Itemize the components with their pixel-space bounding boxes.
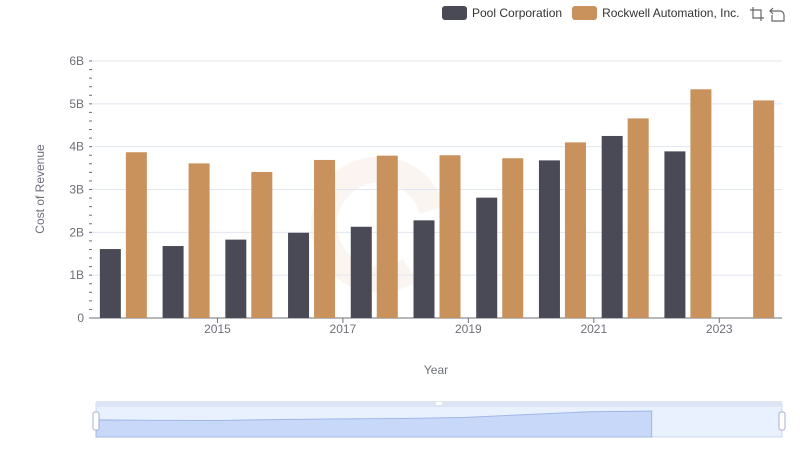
zoom-preview-area <box>95 410 653 438</box>
bar-pool-corporation-2016 <box>225 239 247 318</box>
y-tick-label: 6B <box>69 54 84 68</box>
legend: Pool Corporation Rockwell Automation, In… <box>442 4 749 22</box>
legend-swatch-pool <box>442 6 467 20</box>
zoom-drag-grip <box>436 402 442 405</box>
bar-pool-corporation-2014 <box>99 249 121 318</box>
bar-pool-corporation-2022 <box>601 135 623 318</box>
y-tick-label: 1B <box>69 268 84 282</box>
bar-rockwell-automation-inc-2015 <box>188 163 210 318</box>
bar-rockwell-automation-inc-2014 <box>125 152 147 318</box>
toolbox <box>746 5 786 23</box>
x-tick-label: 2017 <box>330 322 357 336</box>
bar-rockwell-automation-inc-2021 <box>564 142 586 318</box>
x-tick-label: 2021 <box>580 322 607 336</box>
zoom-icon[interactable] <box>748 5 766 23</box>
bar-pool-corporation-2017 <box>288 232 310 318</box>
y-tick-label: 0 <box>77 311 84 325</box>
bar-rockwell-automation-inc-2024 <box>753 100 775 318</box>
x-axis-label: Year <box>424 363 448 377</box>
legend-label: Rockwell Automation, Inc. <box>602 6 740 20</box>
bar-rockwell-automation-inc-2018 <box>376 155 398 318</box>
bar-pool-corporation-2021 <box>538 160 560 318</box>
y-tick-label: 4B <box>69 140 84 154</box>
zoom-handle-end <box>778 411 786 431</box>
x-tick-label: 2023 <box>706 322 733 336</box>
y-tick-label: 2B <box>69 225 84 239</box>
legend-item-rockwell-automation[interactable]: Rockwell Automation, Inc. <box>572 6 739 20</box>
bar-pool-corporation-2019 <box>413 220 435 318</box>
y-tick-label: 3B <box>69 183 84 197</box>
bar-rockwell-automation-inc-2017 <box>314 159 336 318</box>
y-axis-label: Cost of Revenue <box>33 144 47 234</box>
bar-pool-corporation-2018 <box>350 226 372 318</box>
zoom-selected-range <box>96 403 782 437</box>
bar-rockwell-automation-inc-2016 <box>251 171 273 318</box>
legend-item-pool-corporation[interactable]: Pool Corporation <box>442 6 562 20</box>
y-tick-label: 5B <box>69 97 84 111</box>
bar-rockwell-automation-inc-2022 <box>627 118 649 318</box>
bars <box>99 89 775 319</box>
bar-rockwell-automation-inc-2020 <box>502 158 524 318</box>
x-tick-label: 2015 <box>204 322 231 336</box>
legend-swatch-rockwell <box>572 6 598 20</box>
bar-pool-corporation-2023 <box>664 151 686 318</box>
y-axis: 0 1B 2B 3B 4B 5B 6B <box>69 54 92 325</box>
x-axis: 2015 2017 2019 2021 2023 <box>92 317 782 336</box>
zoom-reset-icon[interactable] <box>768 5 786 23</box>
x-tick-label: 2019 <box>455 322 482 336</box>
bar-rockwell-automation-inc-2019 <box>439 155 461 318</box>
bar-rockwell-automation-inc-2023 <box>690 89 712 319</box>
bar-pool-corporation-2015 <box>162 246 184 318</box>
data-zoom-slider[interactable] <box>92 401 786 438</box>
zoom-handle-start <box>92 411 100 431</box>
legend-label: Pool Corporation <box>472 6 563 20</box>
bar-pool-corporation-2020 <box>476 197 498 318</box>
